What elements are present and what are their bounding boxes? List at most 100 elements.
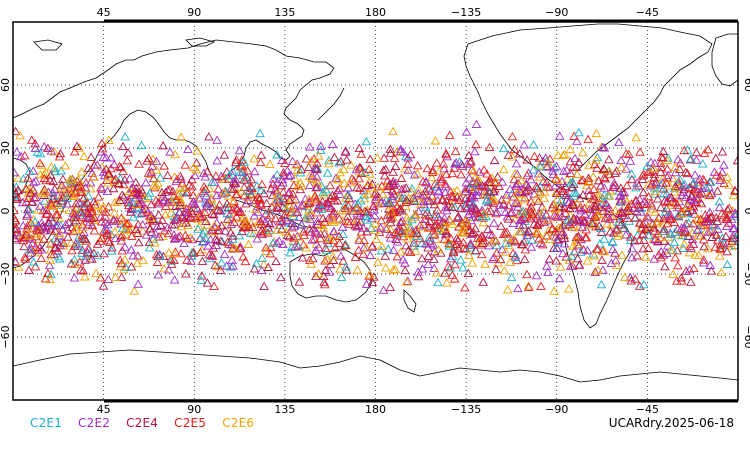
observation-triangle [422,195,433,205]
observation-triangle [328,255,339,264]
latitude-tick-label: 30 [742,141,750,155]
observation-triangle [160,195,170,204]
observation-triangle [224,239,234,248]
observation-triangle [572,239,583,248]
observation-triangle [598,142,608,152]
observation-triangle [398,147,408,156]
observation-triangle [699,241,709,251]
observation-triangle [78,265,88,275]
observation-triangle [20,252,30,261]
observation-triangle [28,166,39,175]
observation-triangle [354,234,364,243]
observation-triangle [604,203,614,212]
observation-triangle [593,175,604,185]
observation-triangle [328,235,339,245]
observation-triangle [496,221,506,230]
observation-triangle [616,162,627,171]
observation-triangle [194,194,205,203]
observation-triangle [144,243,155,252]
observation-triangle [295,178,306,187]
observation-triangle [652,217,663,226]
observation-triangle [78,222,88,231]
observation-triangle [522,269,532,279]
observation-triangle [643,213,654,222]
observation-triangle [54,231,64,240]
observation-triangle [311,245,321,254]
observation-triangle [123,195,133,204]
observation-triangle [385,148,396,157]
observation-triangle [525,214,536,223]
observation-triangle [153,210,164,219]
observation-triangle [397,206,407,215]
observation-triangle [395,247,406,256]
observation-triangle [542,231,552,240]
observation-triangle [322,235,333,245]
observation-triangle [23,173,33,182]
observation-triangle [627,174,637,184]
observation-triangle [508,192,519,201]
observation-triangle [210,260,220,269]
observation-triangle [685,264,695,274]
observation-triangle [69,217,79,227]
observation-triangle [677,227,687,236]
observation-triangle [405,149,416,159]
observation-triangle [554,273,565,283]
observation-triangle [568,241,578,250]
observation-triangle [413,206,424,215]
observation-triangle [95,212,106,221]
observation-triangle [570,153,580,163]
observation-triangle [109,208,120,217]
observation-triangle [508,218,519,228]
observation-triangle [206,250,217,260]
observation-triangle [211,240,222,250]
observation-triangle [444,130,455,139]
observation-triangle [554,223,564,232]
observation-triangle [312,158,322,167]
observation-triangle [313,268,324,278]
observation-triangle [491,248,502,257]
observation-triangle [679,184,689,194]
observation-triangle [322,254,333,264]
observation-triangle [665,209,676,219]
observation-triangle [534,161,545,170]
observation-triangle [98,204,108,213]
observation-triangle [239,190,250,200]
observation-triangle [83,208,94,217]
observation-triangle [207,209,217,218]
observation-triangle [523,182,534,191]
observation-triangle [282,215,292,224]
observation-triangle [120,225,130,234]
observation-triangle [541,177,552,187]
observation-triangle [426,172,437,182]
observation-triangle [103,274,114,284]
observation-triangle [52,237,62,246]
observation-triangle [405,247,416,256]
observation-triangle [292,207,303,216]
observation-triangle [680,179,690,189]
observation-triangle [78,193,89,203]
observation-triangle [274,193,285,202]
observation-triangle [659,226,669,235]
observation-triangle [265,248,276,258]
observation-triangle [429,221,440,230]
observation-triangle [256,226,266,236]
observation-triangle [434,166,445,175]
observation-triangle [441,196,452,205]
observation-triangle [638,187,649,197]
observation-triangle [579,215,589,224]
observation-triangle [487,173,497,182]
observation-triangle [278,187,289,196]
observation-triangle [715,171,726,181]
observation-triangle [13,233,20,242]
observation-triangle [427,191,437,200]
observation-triangle [373,257,383,266]
observation-triangle [673,210,684,219]
observation-triangle [45,170,56,179]
observation-triangle [425,196,435,205]
observation-triangle [176,248,186,258]
observation-triangle [669,187,680,196]
observation-triangle [571,214,582,223]
observation-triangle [541,261,552,270]
observation-triangle [686,154,696,163]
observation-triangle [228,197,238,207]
